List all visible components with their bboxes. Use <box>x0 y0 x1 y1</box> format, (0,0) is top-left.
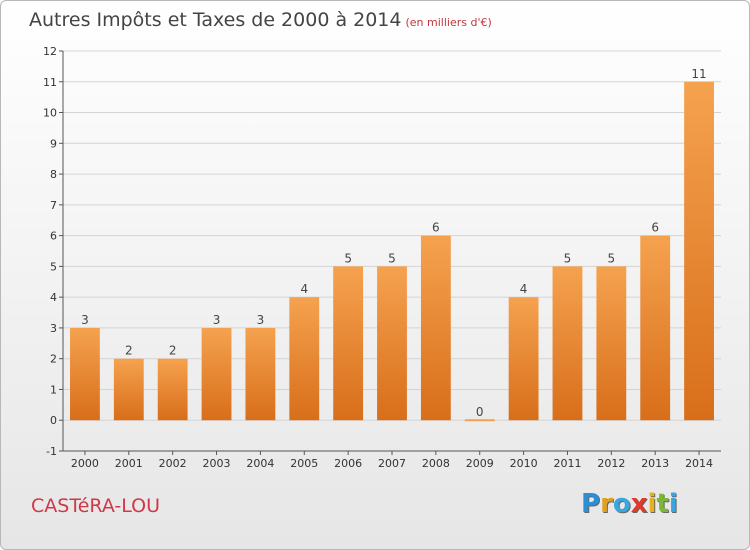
logo-letter: r <box>600 489 613 519</box>
data-label: 5 <box>344 251 352 265</box>
x-tick-label: 2009 <box>466 457 494 470</box>
logo-letter: i <box>647 489 657 519</box>
bar <box>201 327 232 421</box>
y-tick-label: 12 <box>43 45 57 58</box>
data-label: 4 <box>300 282 308 296</box>
y-tick-label: 6 <box>50 230 57 243</box>
chart-title: Autres Impôts et Taxes de 2000 à 2014 (en… <box>29 9 492 31</box>
logo-letter: o <box>612 489 631 519</box>
bar <box>157 358 188 421</box>
chart-title-text: Autres Impôts et Taxes de 2000 à 2014 <box>29 9 402 31</box>
bar <box>684 81 714 421</box>
data-label: 0 <box>476 405 484 419</box>
x-tick-label: 2013 <box>641 457 669 470</box>
data-labels: 3 2 2 3 3 4 5 5 6 0 4 5 5 6 11 <box>81 67 707 419</box>
data-label: 3 <box>257 313 265 327</box>
bar <box>640 235 671 421</box>
bar <box>552 266 583 421</box>
x-tick-label: 2003 <box>203 457 231 470</box>
logo-letter: x <box>630 489 648 519</box>
x-tick-label: 2012 <box>597 457 625 470</box>
y-tick-label: 7 <box>50 199 57 212</box>
y-tick-label: 5 <box>50 260 57 273</box>
bar <box>464 419 495 422</box>
bar <box>245 327 276 421</box>
logo-letter: t <box>656 489 669 519</box>
data-label: 5 <box>608 251 616 265</box>
x-tick-label: 2001 <box>115 457 143 470</box>
y-tick-label: 2 <box>50 353 57 366</box>
x-tick-label: 2000 <box>71 457 99 470</box>
data-label: 3 <box>81 313 89 327</box>
logo-letter: i <box>668 489 678 519</box>
x-tick-label: 2004 <box>246 457 274 470</box>
bar <box>420 235 451 421</box>
data-label: 11 <box>691 67 706 81</box>
data-label: 2 <box>169 344 177 358</box>
y-tick-label: 3 <box>50 322 57 335</box>
data-label: 6 <box>432 221 440 235</box>
y-tick-label: 10 <box>43 107 57 120</box>
chart-subtitle: (en milliers d'€) <box>405 16 492 29</box>
logo-letter: P <box>581 489 601 519</box>
data-label: 4 <box>520 282 528 296</box>
data-label: 2 <box>125 344 133 358</box>
data-label: 6 <box>651 221 659 235</box>
y-tick-label: 8 <box>50 168 57 181</box>
y-tick-label: 1 <box>50 383 57 396</box>
y-tick-label: 4 <box>50 291 57 304</box>
x-tick-label: 2005 <box>290 457 318 470</box>
proxiti-logo: Proxiti <box>581 489 678 519</box>
bar <box>596 266 627 421</box>
x-tick-label: 2008 <box>422 457 450 470</box>
x-tick-label: 2002 <box>159 457 187 470</box>
place-name: CASTéRA-LOU <box>31 495 161 517</box>
bars <box>70 81 714 422</box>
bar <box>508 297 539 421</box>
y-tick-label: 11 <box>43 76 57 89</box>
bar <box>377 266 407 421</box>
bar <box>289 297 320 421</box>
y-tick-label: 9 <box>50 137 57 150</box>
x-tick-label: 2014 <box>685 457 713 470</box>
y-tick-label: 0 <box>50 414 57 427</box>
bar <box>113 358 144 421</box>
y-tick-label: -1 <box>46 445 57 458</box>
x-tick-label: 2006 <box>334 457 362 470</box>
data-label: 3 <box>213 313 221 327</box>
data-label: 5 <box>388 251 396 265</box>
x-tick-label: 2007 <box>378 457 406 470</box>
bar <box>333 266 364 421</box>
bar <box>70 327 100 421</box>
data-label: 5 <box>564 251 572 265</box>
x-tick-label: 2010 <box>510 457 538 470</box>
x-tick-label: 2011 <box>553 457 581 470</box>
